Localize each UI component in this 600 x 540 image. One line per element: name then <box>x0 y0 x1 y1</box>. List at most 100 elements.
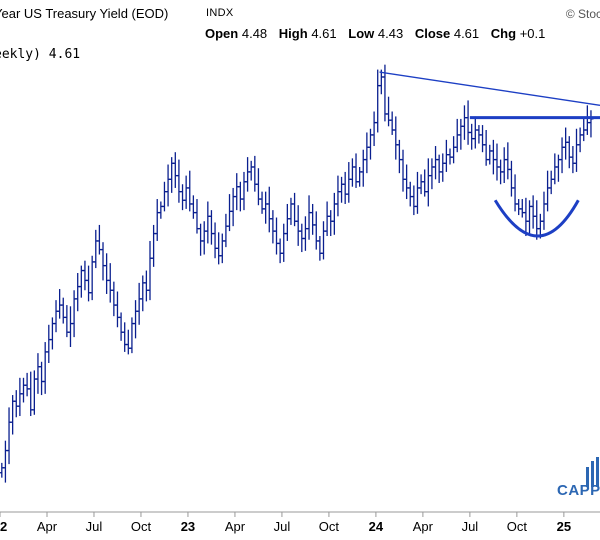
ohlc-bar <box>530 195 536 229</box>
ohlc-bar <box>274 217 280 255</box>
ohlc-bar <box>31 370 37 415</box>
ohlc-bar <box>353 153 359 188</box>
ohlc-bar <box>422 169 428 197</box>
ohlc-bar <box>548 170 554 195</box>
ohlc-bar <box>523 197 529 237</box>
ohlc-bar <box>512 174 518 212</box>
x-tick-label: Jul <box>86 519 103 534</box>
ohlc-bar <box>570 146 576 174</box>
ohlc-bar <box>371 111 377 147</box>
ohlc-bar <box>451 136 457 164</box>
ohlc-bar <box>187 170 193 212</box>
ohlc-bar <box>295 205 301 246</box>
ohlc-bar <box>577 127 583 153</box>
ohlc-bar <box>339 176 345 203</box>
ohlc-bar <box>245 157 251 192</box>
x-tick-label: 23 <box>181 519 195 534</box>
ohlc-bar <box>335 175 341 217</box>
x-tick-label: 22 <box>0 519 7 534</box>
stat-chg-value: +0.1 <box>519 26 546 41</box>
ohlc-bar <box>552 153 558 185</box>
ohlc-bar <box>172 152 178 188</box>
ohlc-bar <box>458 118 464 150</box>
ohlc-bar <box>324 201 330 237</box>
ohlc-bar <box>100 242 106 281</box>
ohlc-bar <box>93 229 99 269</box>
ohlc-bar <box>407 181 413 207</box>
ohlc-bar <box>118 312 124 341</box>
ohlc-bar <box>306 195 312 240</box>
ohlc-bar <box>151 224 157 267</box>
ohlc-bar <box>429 158 435 190</box>
ohlc-bar <box>328 210 334 237</box>
ohlc-bar <box>17 377 23 417</box>
ohlc-bar <box>346 162 352 203</box>
ohlc-bar <box>519 199 525 218</box>
ohlc-bar <box>208 210 214 245</box>
ohlc-bar <box>288 197 294 225</box>
ohlc-bar <box>342 171 348 204</box>
ohlc-bar <box>411 185 417 216</box>
ohlc-bar <box>122 322 128 352</box>
ohlc-bar <box>588 110 594 138</box>
brand-credit: © Stoc <box>565 7 600 21</box>
rounding-bottom-arc <box>493 199 580 238</box>
ohlc-bar <box>317 236 323 261</box>
ohlc-bar <box>125 329 131 355</box>
ohlc-bar <box>284 203 290 241</box>
ohlc-bar <box>2 440 8 483</box>
ohlc-bar <box>234 173 240 211</box>
ohlc-bar <box>584 105 590 135</box>
ohlc-bar <box>223 213 229 248</box>
ohlc-bar <box>71 290 77 338</box>
ohlc-bar <box>277 238 283 264</box>
ohlc-bar <box>0 462 5 478</box>
x-tick-label: Apr <box>225 519 246 534</box>
ohlc-bar <box>6 407 12 465</box>
ohlc-bar <box>563 127 569 160</box>
ohlc-bar <box>154 199 160 241</box>
stat-low-label: Low <box>348 26 375 41</box>
ohlc-bar <box>67 306 73 347</box>
x-tick-label: 25 <box>557 519 571 534</box>
ohlc-bar <box>82 260 88 291</box>
ohlc-bar <box>555 154 561 182</box>
x-tick-label: Oct <box>131 519 152 534</box>
ohlc-bar <box>24 372 30 397</box>
ohlc-bar <box>263 191 269 224</box>
ohlc-bar <box>270 210 276 244</box>
ohlc-bar <box>49 317 55 350</box>
ohlc-bar <box>241 171 247 211</box>
x-tick-label: Jul <box>274 519 291 534</box>
ohlc-bar <box>436 154 442 184</box>
ohlc-bar <box>508 160 514 197</box>
ohlc-bar <box>559 137 565 174</box>
ohlc-bar <box>396 139 402 174</box>
ohlc-bar <box>136 282 142 325</box>
ohlc-bar <box>161 181 167 212</box>
ohlc-bar <box>490 139 496 175</box>
ohlc-bar <box>400 149 406 192</box>
ohlc-stats: Open 4.48 High 4.61 Low 4.43 Close 4.61 … <box>205 26 553 41</box>
series-label: eekly) 4.61 <box>0 47 80 62</box>
ohlc-bar <box>349 158 355 187</box>
ohlc-bar <box>133 300 139 339</box>
ohlc-bar <box>414 171 420 214</box>
ohlc-bar <box>386 96 392 127</box>
ohlc-bar <box>310 203 316 235</box>
ohlc-bar <box>425 158 431 207</box>
ohlc-bar <box>35 353 41 394</box>
ohlc-bar <box>266 186 272 233</box>
ohlc-bar <box>472 116 478 149</box>
ohlc-bar <box>158 201 164 219</box>
stat-close-label: Close <box>414 26 451 41</box>
ohlc-bar <box>183 175 189 209</box>
x-axis: 22 Apr Jul Oct 23 Apr Jul Oct 24 Apr Jul Oct 25 <box>0 511 600 534</box>
ohlc-bar <box>440 153 446 182</box>
ohlc-bar <box>404 164 410 200</box>
ohlc-bar <box>252 155 258 192</box>
ohlc-bar <box>443 139 449 172</box>
ohlc-bar <box>494 143 500 181</box>
ohlc-bar <box>483 130 489 166</box>
